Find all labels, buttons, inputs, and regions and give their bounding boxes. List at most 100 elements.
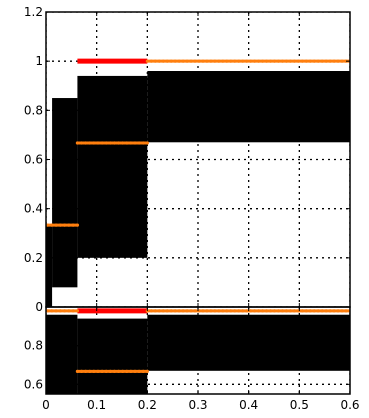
series-1-point [340, 309, 344, 313]
series-1-point [288, 59, 292, 63]
series-1-point [50, 309, 54, 313]
series-1-point [320, 309, 324, 313]
series-1-point [75, 309, 80, 313]
variance-band [77, 75, 148, 258]
series-1-point [116, 369, 121, 373]
series-1-point [92, 141, 96, 145]
series-1-point [116, 141, 121, 145]
series-1-point [229, 309, 233, 313]
y-tick-label: 0.6 [24, 377, 43, 391]
series-1-point [169, 309, 173, 313]
series-1-point [312, 309, 316, 313]
series-1-point [88, 369, 92, 373]
x-tick-label: 0.2 [138, 398, 157, 412]
x-tick-label: 0.4 [239, 398, 258, 412]
series-1-point [229, 59, 233, 63]
series-1-point [292, 59, 296, 63]
series-1-point [237, 309, 241, 313]
series-1-point [177, 59, 181, 63]
series-1-point [67, 309, 71, 313]
series-1-point [221, 59, 225, 63]
panel-main: 0 0.2 0.4 0.6 0.8 1 1.2 [24, 5, 351, 314]
series-1-point [125, 369, 129, 373]
series-1-point [312, 59, 316, 63]
x-tick-label: 0 [42, 398, 50, 412]
series-1-point [245, 309, 249, 313]
series-1-point [54, 223, 58, 227]
series-1-point [241, 309, 245, 313]
series-1-point [201, 309, 205, 313]
series-1-point [100, 369, 104, 373]
y-tick-label: 1.2 [24, 5, 43, 19]
series-1-point [328, 59, 332, 63]
series-1-point [260, 59, 265, 63]
series-1-point [153, 309, 157, 313]
series-1-point [304, 309, 308, 313]
series-1-point [67, 223, 71, 227]
series-1-point [308, 309, 312, 313]
series-1-point [54, 309, 58, 313]
series-1-point [201, 59, 205, 63]
series-1-point [264, 59, 269, 63]
series-1-point [181, 59, 185, 63]
series-1-point [237, 59, 241, 63]
series-1-point [46, 309, 50, 313]
series-1-point [296, 59, 300, 63]
series-1-point [276, 59, 281, 63]
series-1-point [108, 141, 112, 145]
series-1-point [141, 141, 145, 145]
series-1-point [189, 309, 193, 313]
x-tick-label: 0.3 [188, 398, 207, 412]
series-1-point [161, 309, 165, 313]
y-tick-label: 1 [35, 54, 43, 68]
series-1-point [58, 309, 62, 313]
series-1-point [257, 59, 261, 63]
series-1-point [63, 223, 67, 227]
series-1-point [71, 309, 75, 313]
series-1-point [58, 223, 62, 227]
series-1-point [75, 369, 80, 373]
series-1-point [233, 59, 237, 63]
series-1-point [79, 369, 84, 373]
series-1-point [145, 141, 149, 145]
series-1-point [161, 59, 165, 63]
series-1-point [272, 59, 277, 63]
series-1-point [268, 309, 273, 313]
series-1-point [169, 59, 173, 63]
series-1-point [50, 223, 54, 227]
series-1-point [104, 141, 108, 145]
series-1-point [112, 141, 117, 145]
series-1-point [121, 369, 125, 373]
series-1-point [253, 309, 257, 313]
series-1-point [336, 309, 340, 313]
series-1-point [225, 309, 229, 313]
series-1-point [96, 141, 100, 145]
series-1-point [253, 59, 257, 63]
series-1-point [316, 59, 320, 63]
series-1-point [308, 59, 312, 63]
series-1-point [153, 59, 157, 63]
y-tick-label: 0.4 [24, 202, 43, 216]
series-1-point [104, 369, 108, 373]
series-1-point [344, 309, 348, 313]
series-1-point [225, 59, 229, 63]
series-1-point [320, 59, 324, 63]
series-1-point [165, 59, 169, 63]
series-1-point [280, 59, 285, 63]
series-1-point [340, 59, 344, 63]
variance-band [77, 318, 148, 394]
variance-band [147, 71, 350, 143]
series-1-point [129, 141, 133, 145]
series-1-point [88, 141, 92, 145]
series-1-point [63, 309, 67, 313]
series-1-point [217, 59, 221, 63]
series-1-point [221, 309, 225, 313]
series-1-point [300, 59, 304, 63]
plot-area [46, 307, 350, 394]
series-1-point [112, 369, 117, 373]
series-1-point [100, 141, 104, 145]
series-1-point [260, 309, 265, 313]
series-1-point [245, 59, 249, 63]
series-1-point [108, 369, 112, 373]
series-1-point [137, 369, 141, 373]
